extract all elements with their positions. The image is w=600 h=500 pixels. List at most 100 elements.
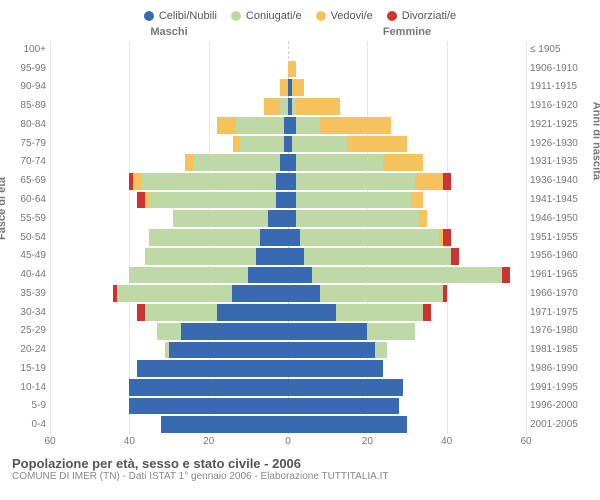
bar-row (288, 60, 526, 79)
stacked-bar (129, 267, 288, 284)
bar-segment-vedovi (288, 61, 296, 78)
bar-row (50, 378, 288, 397)
bar-segment-coniugati (336, 304, 423, 321)
legend-swatch (316, 11, 326, 21)
age-band-label: 65-69 (12, 171, 50, 190)
bar-segment-celibi (276, 192, 288, 209)
age-band-label: 100+ (12, 40, 50, 59)
bar-segment-celibi (288, 285, 320, 302)
age-band-label: 80-84 (12, 115, 50, 134)
bar-segment-vedovi (133, 173, 141, 190)
stacked-bar (264, 98, 288, 115)
bar-segment-coniugati (173, 210, 268, 227)
bar-segment-coniugati (296, 192, 411, 209)
bar-segment-celibi (137, 360, 288, 377)
bar-row (288, 97, 526, 116)
bar-row (288, 378, 526, 397)
birth-year-label: 1981-1985 (530, 340, 588, 359)
bar-row (50, 78, 288, 97)
legend-label: Celibi/Nubili (159, 10, 217, 22)
bar-segment-coniugati (117, 285, 232, 302)
bar-segment-vedovi (280, 79, 288, 96)
bar-segment-celibi (268, 210, 288, 227)
birth-year-label: 1941-1945 (530, 190, 588, 209)
bar-row (50, 135, 288, 154)
stacked-bar (232, 136, 288, 153)
stacked-bar (288, 248, 459, 265)
legend-swatch (231, 11, 241, 21)
age-band-label: 75-79 (12, 134, 50, 153)
age-band-label: 10-14 (12, 378, 50, 397)
stacked-bar (288, 154, 423, 171)
age-band-label: 95-99 (12, 59, 50, 78)
bar-row (50, 247, 288, 266)
stacked-bar (161, 416, 288, 433)
bar-row (288, 153, 526, 172)
side-headings: Maschi Femmine (12, 26, 588, 38)
bar-row (50, 397, 288, 416)
stacked-bar (173, 210, 288, 227)
birth-year-label: 1916-1920 (530, 96, 588, 115)
bar-row (288, 322, 526, 341)
age-band-label: 20-24 (12, 340, 50, 359)
bar-row (50, 116, 288, 135)
legend-item: Divorziati/e (387, 10, 456, 22)
bar-segment-celibi (260, 229, 288, 246)
birth-year-label: ≤ 1905 (530, 40, 588, 59)
bar-segment-celibi (288, 267, 312, 284)
stacked-bar (149, 229, 288, 246)
birth-year-label: 1946-1950 (530, 209, 588, 228)
bar-row (50, 153, 288, 172)
birth-year-label: 1961-1965 (530, 265, 588, 284)
bar-segment-celibi (288, 416, 407, 433)
bar-row (288, 78, 526, 97)
y-axis-label-right: Anni di nascita (590, 102, 600, 180)
bar-row (50, 415, 288, 434)
bar-segment-coniugati (292, 136, 348, 153)
female-side (288, 41, 526, 434)
bar-segment-vedovi (217, 117, 237, 134)
bar-row (288, 247, 526, 266)
age-band-label: 50-54 (12, 228, 50, 247)
bar-segment-coniugati (141, 173, 276, 190)
heading-female: Femmine (288, 26, 526, 38)
x-tick: 20 (362, 436, 373, 447)
bar-segment-vedovi (320, 117, 391, 134)
bar-segment-celibi (276, 173, 288, 190)
stacked-bar (288, 98, 340, 115)
bar-segment-coniugati (312, 267, 502, 284)
y-axis-label-left: Fasce di età (0, 177, 8, 240)
bar-row (50, 303, 288, 322)
stacked-bar (288, 117, 391, 134)
bar-segment-coniugati (129, 267, 248, 284)
bar-segment-coniugati (157, 323, 181, 340)
bar-segment-celibi (288, 154, 296, 171)
legend-label: Coniugati/e (246, 10, 302, 22)
bar-segment-divorziati (443, 285, 447, 302)
birth-year-labels: ≤ 19051906-19101911-19151916-19201921-19… (526, 40, 588, 434)
legend-swatch (387, 11, 397, 21)
stacked-bar (288, 360, 383, 377)
plot-area: 100+95-9990-9485-8980-8475-7970-7465-696… (12, 40, 588, 434)
legend-swatch (144, 11, 154, 21)
male-side (50, 41, 288, 434)
bar-segment-celibi (288, 323, 367, 340)
bar-segment-vedovi (296, 98, 340, 115)
age-band-label: 90-94 (12, 78, 50, 97)
bar-segment-celibi (217, 304, 288, 321)
stacked-bar (157, 323, 288, 340)
bar-row (288, 266, 526, 285)
bar-segment-celibi (288, 210, 296, 227)
bar-segment-coniugati (193, 154, 280, 171)
bar-segment-divorziati (451, 248, 459, 265)
stacked-bar (137, 360, 288, 377)
stacked-bar (288, 304, 431, 321)
bar-segment-vedovi (233, 136, 241, 153)
bar-row (288, 172, 526, 191)
chart-subtitle: COMUNE DI IMER (TN) - Dati ISTAT 1° genn… (12, 471, 588, 482)
age-band-label: 40-44 (12, 265, 50, 284)
bar-segment-celibi (288, 117, 296, 134)
bar-segment-celibi (161, 416, 288, 433)
age-band-label: 55-59 (12, 209, 50, 228)
bar-segment-coniugati (149, 229, 260, 246)
